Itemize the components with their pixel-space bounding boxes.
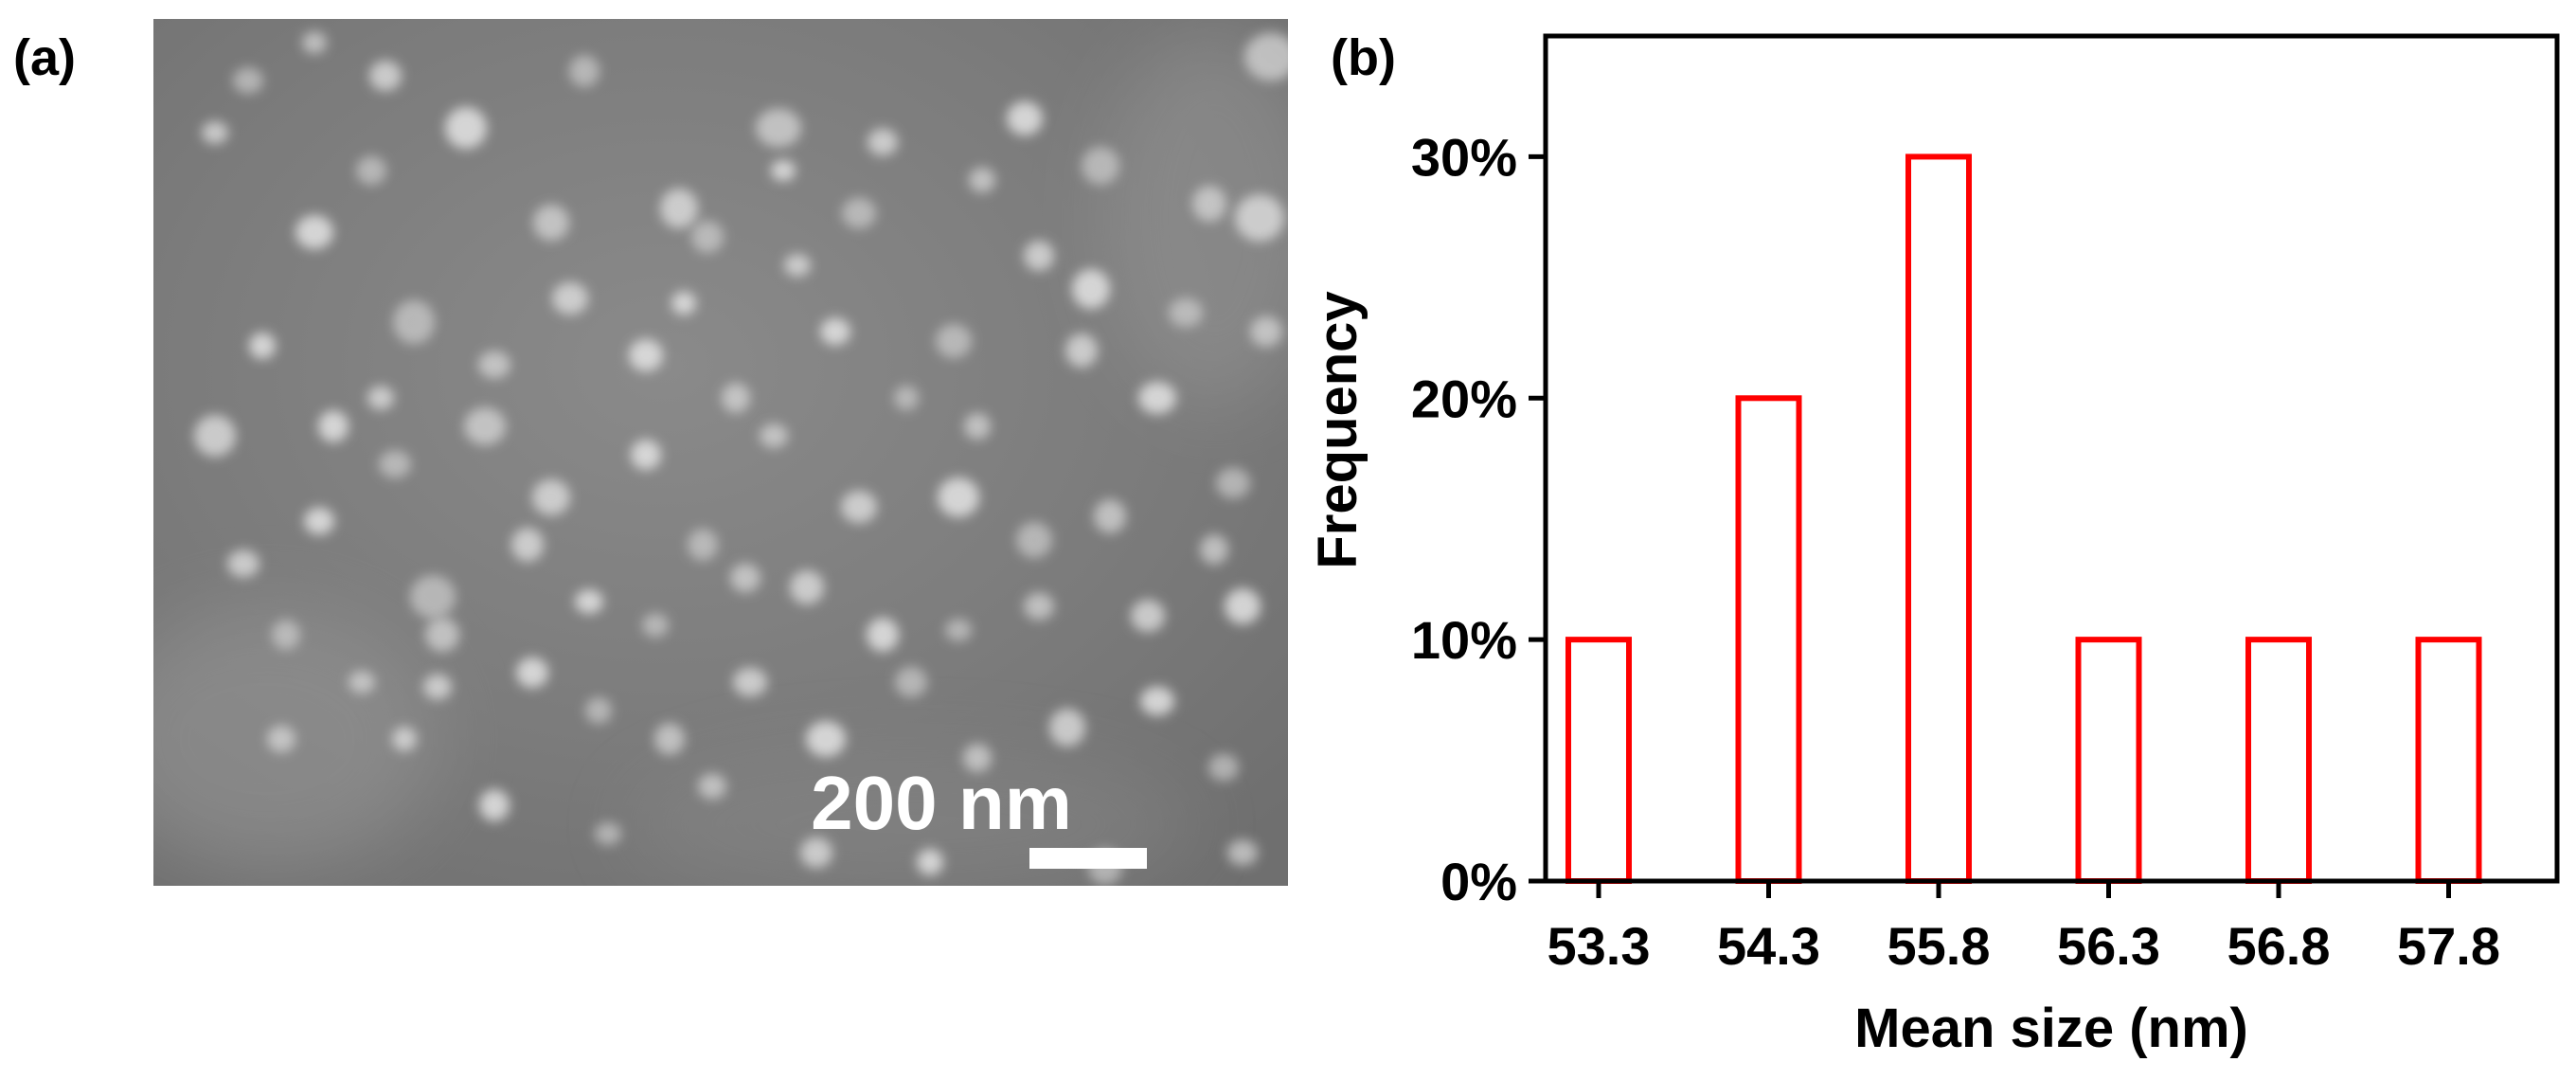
x-tick-label: 56.3 (2057, 916, 2160, 976)
y-tick-label: 10% (1411, 610, 1517, 670)
x-tick-label: 55.8 (1887, 916, 1991, 976)
x-tick-label: 56.8 (2227, 916, 2331, 976)
chart-bars (1568, 156, 2479, 881)
histogram-bar (1568, 639, 1629, 881)
y-tick-label: 0% (1440, 852, 1517, 911)
y-tick-label: 20% (1411, 369, 1517, 428)
y-axis-title: Frequency (1307, 291, 1368, 568)
histogram-bar (1908, 156, 1969, 881)
histogram-bar (1739, 398, 1799, 881)
figure: (a) (b) 200 nm 0% 10% 20% 30% 53.3 54.3 55 (0, 0, 2576, 1080)
plot-frame (1546, 36, 2557, 881)
histogram-chart: 0% 10% 20% 30% 53.3 54.3 55.8 56.3 56.8 57.8 Mean… (0, 0, 2576, 1080)
histogram-bar (2248, 639, 2309, 881)
x-tick-label: 54.3 (1717, 916, 1820, 976)
histogram-bar (2079, 639, 2139, 881)
x-tick-label: 57.8 (2397, 916, 2500, 976)
x-axis-title: Mean size (nm) (1854, 998, 2248, 1059)
x-tick-label: 53.3 (1547, 916, 1651, 976)
chart-axes (1546, 36, 2557, 881)
y-tick-label: 30% (1411, 127, 1517, 187)
histogram-bar (2419, 639, 2479, 881)
